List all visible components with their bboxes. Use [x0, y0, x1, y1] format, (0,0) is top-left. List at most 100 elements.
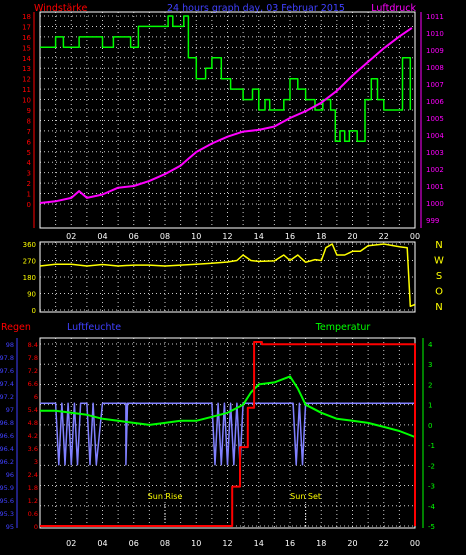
humidity-series-line: [40, 402, 415, 466]
wind-y-tick-label: 9: [27, 107, 31, 115]
humidity-y-tick-label: 95.6: [0, 497, 14, 505]
temperature-y-tick-label: 2: [428, 381, 432, 389]
rain-axis-label: Regen: [1, 322, 31, 333]
temperature-y-tick-label: 3: [428, 361, 432, 369]
rain-y-tick-label: 5.4: [28, 406, 38, 414]
direction-y-tick-label: 360: [23, 241, 36, 249]
top-panel-x-tick-label: 20: [347, 232, 357, 241]
compass-label: O: [435, 287, 443, 298]
wind-y-tick-label: 0: [27, 201, 31, 209]
temperature-y-tick-label: 1: [428, 402, 432, 410]
top-panel-x-tick-label: 02: [66, 232, 76, 241]
humidity-y-tick-label: 98: [6, 341, 14, 349]
pressure-y-tick-label: 1007: [426, 81, 444, 89]
humidity-y-tick-label: 97.8: [0, 354, 14, 362]
top-panel-x-tick-label: 18: [316, 232, 326, 241]
top-panel-x-tick-label: 12: [222, 232, 232, 241]
humidity-y-tick-label: 95.3: [0, 510, 14, 518]
humidity-y-tick-label: 97.6: [0, 367, 14, 375]
humidity-y-tick-label: 97.4: [0, 380, 14, 388]
compass-label: S: [436, 271, 442, 282]
wind-y-tick-label: 5: [27, 149, 31, 157]
weather-panel-x-tick-label: 08: [160, 539, 170, 548]
rain-y-tick-label: 2.4: [28, 471, 38, 479]
weather-panel-x-tick-label: 00: [410, 539, 420, 548]
weather-panel-x-tick-label: 04: [97, 539, 107, 548]
rain-y-tick-label: 6: [34, 393, 38, 401]
wind-axis-label: Windstärke: [34, 3, 87, 14]
rain-y-tick-label: 4.8: [28, 419, 38, 427]
weather-panel-x-tick-label: 18: [316, 539, 326, 548]
humidity-y-tick-label: 96.4: [0, 445, 14, 453]
top-panel-x-tick-label: 08: [160, 232, 170, 241]
direction-y-tick-label: 180: [23, 274, 36, 282]
wind-y-tick-label: 17: [22, 23, 31, 31]
direction-y-tick-label: 90: [27, 291, 36, 299]
humidity-y-tick-label: 97.2: [0, 393, 14, 401]
weather-panel-x-tick-label: 20: [347, 539, 357, 548]
rain-y-tick-label: 7.8: [28, 354, 38, 362]
rain-y-tick-label: 6.6: [28, 380, 38, 388]
temperature-series-line: [40, 375, 416, 438]
wind-y-tick-label: 3: [27, 170, 31, 178]
wind-y-tick-label: 18: [22, 13, 31, 21]
top-panel-x-tick-label: 22: [379, 232, 389, 241]
pressure-y-tick-label: 1009: [426, 47, 444, 55]
rain-series-line: [40, 341, 416, 527]
temperature-y-tick-label: -2: [428, 462, 435, 470]
wind-y-tick-label: 7: [27, 128, 31, 136]
rain-y-tick-label: 8.4: [28, 341, 38, 349]
top-panel-x-tick-label: 06: [129, 232, 139, 241]
wind-pressure-chart: 0123456789101112131415161718999100010011…: [22, 11, 444, 241]
wind-y-tick-label: 15: [22, 44, 31, 52]
wind-y-tick-label: 4: [27, 159, 32, 167]
direction-y-tick-label: 270: [23, 258, 36, 266]
direction-series-line: [39, 243, 416, 308]
pressure-axis-label: Luftdruck: [371, 3, 416, 14]
sun-event-label: Sun Rise: [148, 492, 183, 501]
top-panel-x-tick-label: 04: [97, 232, 107, 241]
rain-y-tick-label: 1.8: [28, 484, 38, 492]
wind-y-tick-label: 14: [22, 55, 31, 63]
temperature-y-tick-label: -3: [428, 483, 435, 491]
direction-y-tick-label: 0: [32, 307, 36, 315]
pressure-y-tick-label: 1002: [426, 166, 444, 174]
humidity-axis-label: Luftfeuchte: [67, 322, 121, 333]
humidity-y-tick-label: 96.8: [0, 419, 14, 427]
rain-y-tick-label: 4.2: [28, 432, 38, 440]
compass-label: N: [435, 302, 442, 313]
pressure-y-tick-label: 1008: [426, 64, 444, 72]
pressure-series-line: [39, 27, 413, 204]
rain-y-tick-label: 7.2: [28, 367, 38, 375]
rain-y-tick-label: 0: [34, 523, 38, 531]
rain-y-tick-label: 3.6: [28, 445, 38, 453]
temperature-y-tick-label: 0: [428, 422, 432, 430]
humidity-y-tick-label: 95.9: [0, 484, 14, 492]
humidity-y-tick-label: 95: [6, 523, 14, 531]
pressure-y-tick-label: 1000: [426, 200, 444, 208]
wind-y-tick-label: 6: [27, 138, 32, 146]
top-panel-x-tick-label: 10: [191, 232, 201, 241]
compass-label: N: [435, 240, 442, 251]
weather-panel-x-tick-label: 22: [379, 539, 389, 548]
wind-y-tick-label: 1: [27, 191, 31, 199]
chart-title: 24 hours graph day, 03 Februar 2015: [167, 3, 345, 14]
pressure-y-tick-label: 1003: [426, 149, 444, 157]
weather-panel-x-tick-label: 12: [222, 539, 232, 548]
temperature-y-tick-label: 4: [428, 341, 433, 349]
rain-y-tick-label: 1.2: [28, 497, 38, 505]
weather-panel-x-tick-label: 02: [66, 539, 76, 548]
temperature-y-tick-label: -5: [428, 523, 435, 531]
wind-series-line: [40, 15, 412, 143]
wind-y-tick-label: 2: [27, 180, 31, 188]
humidity-y-tick-label: 97: [6, 406, 14, 414]
sun-event-label: Sun Set: [290, 492, 321, 501]
top-panel-x-tick-label: 14: [254, 232, 264, 241]
humidity-y-tick-label: 96: [6, 471, 14, 479]
temperature-axis-label: Temperatur: [315, 322, 371, 333]
temperature-y-tick-label: -4: [428, 503, 436, 511]
top-panel-x-tick-label: 00: [410, 232, 420, 241]
wind-y-tick-label: 10: [22, 97, 31, 105]
